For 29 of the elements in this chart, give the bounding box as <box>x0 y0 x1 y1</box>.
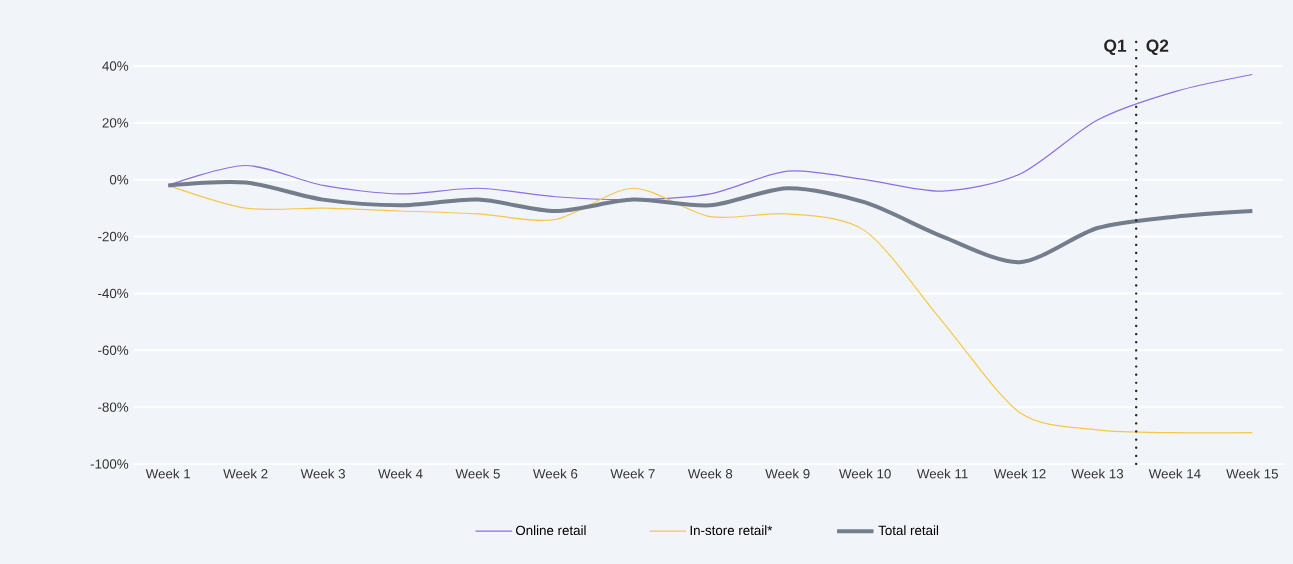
x-tick-label: Week 8 <box>687 468 733 479</box>
legend-label: In-store retail* <box>690 525 773 536</box>
text: Q1 <box>1104 39 1127 56</box>
x-tick-label: Week 10 <box>839 468 891 479</box>
legend-label: Online retail <box>515 525 586 536</box>
x-tick-label: Week 6 <box>532 468 578 479</box>
legend-label: Total retail <box>878 525 939 536</box>
y-tick-label: -20% <box>98 231 129 242</box>
y-tick-label: 0% <box>109 175 129 185</box>
x-tick-label: Week 2 <box>223 468 268 479</box>
y-tick-label: -60% <box>98 345 129 355</box>
y-tick-label: -80% <box>98 402 129 412</box>
x-tick-label: Week 4 <box>378 468 423 479</box>
x-tick-label: Week 5 <box>455 468 500 479</box>
text: Q2 <box>1146 39 1169 56</box>
y-tick-label: -100% <box>90 459 129 469</box>
x-tick-label: Week 13 <box>1071 468 1124 479</box>
y-tick-label: 20% <box>102 118 129 128</box>
x-tick-label: Week 14 <box>1148 468 1201 479</box>
y-tick-label: -40% <box>98 288 129 299</box>
line-series <box>166 180 1255 265</box>
x-tick-label: Week 15 <box>1226 468 1278 479</box>
x-tick-label: Week 1 <box>145 468 191 479</box>
x-tick-label: Week 11 <box>916 468 968 479</box>
x-tick-label: Week 9 <box>765 468 810 479</box>
x-tick-label: Week 3 <box>300 468 345 479</box>
y-tick-label: 40% <box>102 61 129 71</box>
x-tick-label: Week 12 <box>993 468 1046 479</box>
x-tick-label: Week 7 <box>610 468 655 479</box>
